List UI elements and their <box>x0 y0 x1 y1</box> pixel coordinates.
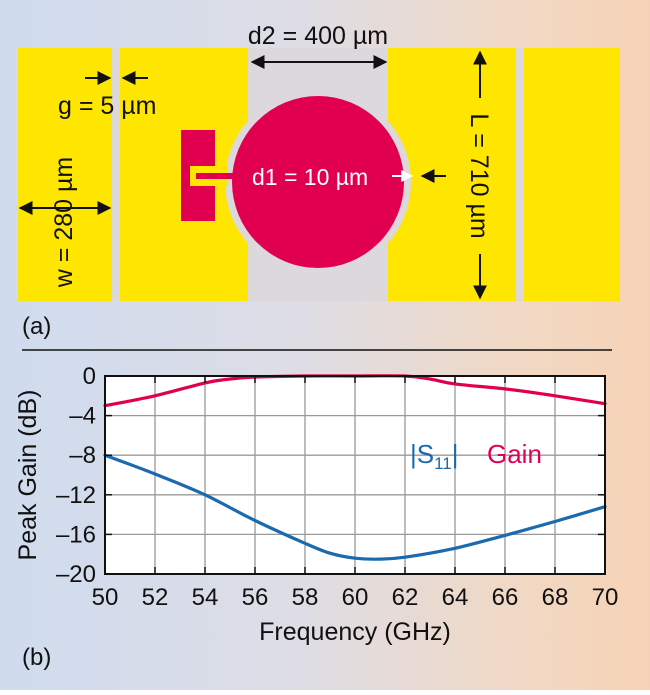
ground-strip-right-outer <box>524 48 620 301</box>
y-axis-label: Peak Gain (dB) <box>14 390 42 561</box>
x-tick-label: 50 <box>92 584 119 611</box>
y-tick-labels: 0 –4 –8 –12 –16 –20 <box>56 363 96 588</box>
series-line-s11 <box>103 453 607 561</box>
x-tick-label: 56 <box>242 584 269 611</box>
ground-strip-left-outer <box>18 48 112 301</box>
panel-b-label: (b) <box>22 644 51 671</box>
x-tick-label: 70 <box>592 584 619 611</box>
panel-a-label: (a) <box>22 313 51 340</box>
x-tick-label: 52 <box>142 584 169 611</box>
y-tick-label: –8 <box>69 442 96 469</box>
panel-a: d2 = 400 µm g = 5 µm w = 280 µm d1 = 10 … <box>18 22 620 340</box>
x-tick-label: 64 <box>442 584 469 611</box>
panel-b: 50 52 54 56 58 60 62 64 66 68 70 0 –4 –8 –12 –16 –20 |S… <box>14 363 618 671</box>
y-tick-label: –12 <box>56 482 96 509</box>
y-tick-label: –16 <box>56 521 96 548</box>
grid <box>105 376 605 574</box>
legend-item-gain: Gain <box>487 439 542 469</box>
y-tick-label: –4 <box>69 403 96 430</box>
x-tick-label: 58 <box>292 584 319 611</box>
legend-item-s11: |S11| <box>410 439 459 473</box>
feed-line <box>196 173 236 179</box>
w-label: w = 280 µm <box>50 157 78 288</box>
d2-label: d2 = 400 µm <box>248 22 388 50</box>
ticks <box>104 375 606 575</box>
antenna-disc <box>232 96 404 268</box>
g-label: g = 5 µm <box>58 92 156 120</box>
x-tick-label: 68 <box>542 584 569 611</box>
y-tick-label: 0 <box>83 363 96 390</box>
L-label: L = 710 µm <box>465 113 493 238</box>
x-tick-label: 60 <box>342 584 369 611</box>
x-axis-label: Frequency (GHz) <box>259 618 451 646</box>
x-tick-label: 54 <box>192 584 219 611</box>
x-tick-labels: 50 52 54 56 58 60 62 64 66 68 70 <box>92 584 619 611</box>
x-tick-label: 66 <box>492 584 519 611</box>
y-tick-label: –20 <box>56 561 96 588</box>
d1-label: d1 = 10 µm <box>252 164 368 190</box>
legend: |S11| Gain <box>410 439 542 473</box>
x-tick-label: 62 <box>392 584 419 611</box>
L-label-gap <box>468 98 492 254</box>
